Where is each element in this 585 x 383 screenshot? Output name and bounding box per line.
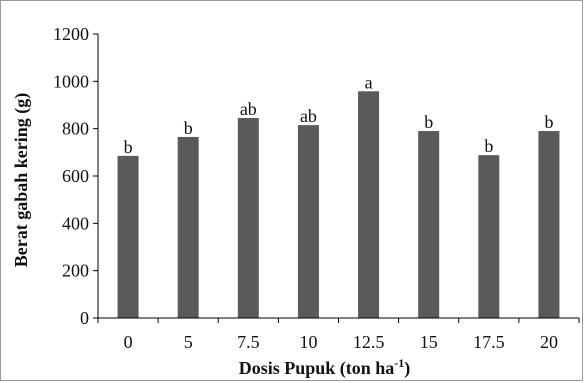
bar-significance-label: b: [184, 118, 193, 138]
x-tick-label: 0: [124, 332, 133, 352]
bar: [538, 131, 560, 318]
bar: [237, 118, 259, 319]
bar: [177, 136, 199, 318]
bar-significance-label: b: [424, 112, 433, 132]
y-axis-ticks: 0 200 400 600 800 1000 1200: [53, 24, 98, 328]
bar-significance-label: b: [544, 112, 553, 132]
bar-significance-label: b: [124, 137, 133, 157]
x-axis-ticks: 0 5 7.5 10 12.5 15 17.5 20: [97, 318, 580, 352]
x-axis-title-main: Dosis Pupuk (ton ha: [239, 358, 395, 379]
y-axis-title: Berat gabah kering (g): [11, 93, 32, 268]
y-tick-label: 0: [80, 308, 89, 328]
x-tick-label: 5: [184, 332, 193, 352]
bar: [117, 155, 139, 318]
bar: [418, 131, 440, 318]
y-tick-label: 200: [62, 261, 89, 281]
x-tick-label: 10: [299, 332, 317, 352]
x-tick-label: 17.5: [473, 332, 505, 352]
bar-significance-label: ab: [300, 106, 317, 126]
x-axis-title-end: ): [404, 358, 410, 379]
y-tick-label: 400: [62, 213, 89, 233]
y-tick-label: 1200: [53, 24, 89, 44]
bar: [358, 91, 380, 318]
x-tick-label: 15: [420, 332, 438, 352]
bar-significance-label: ab: [240, 99, 257, 119]
bar: [297, 125, 319, 318]
x-tick-label: 7.5: [237, 332, 260, 352]
y-tick-label: 1000: [53, 71, 89, 91]
bar-significance-label: a: [365, 72, 373, 92]
x-tick-label: 12.5: [353, 332, 385, 352]
x-tick-label: 20: [540, 332, 558, 352]
y-tick-label: 600: [62, 166, 89, 186]
x-axis-title: Dosis Pupuk (ton ha-1): [239, 356, 411, 379]
x-axis-title-superscript: -1: [394, 356, 404, 370]
bar: [478, 155, 500, 318]
bar-significance-label: b: [484, 136, 493, 156]
y-tick-label: 800: [62, 119, 89, 139]
